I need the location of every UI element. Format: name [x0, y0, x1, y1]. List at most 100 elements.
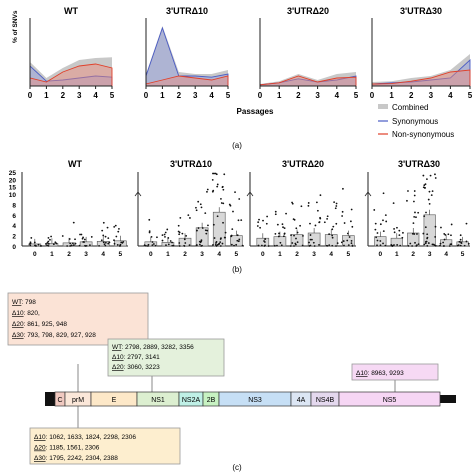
data-point	[235, 243, 238, 246]
data-point	[220, 202, 223, 204]
data-point	[413, 190, 416, 192]
data-point	[200, 239, 203, 242]
segment-label: E	[112, 397, 117, 404]
data-point	[341, 210, 344, 213]
data-point	[183, 244, 186, 247]
area-subplot-2: 3'UTRΔ20 0 1 2 3 4 5	[258, 6, 359, 100]
data-point	[187, 214, 190, 217]
x-tick-label: 0	[370, 91, 375, 100]
data-point	[296, 241, 299, 244]
data-point	[423, 243, 426, 246]
data-point	[106, 226, 109, 229]
data-point	[232, 210, 234, 213]
data-point	[433, 244, 436, 247]
data-point	[440, 226, 442, 229]
area-subplot-0: WT 0 1 2 3 4 5	[28, 6, 115, 100]
data-point	[424, 242, 427, 245]
data-point	[302, 234, 304, 237]
data-point	[80, 233, 83, 236]
data-point	[118, 227, 120, 230]
data-point	[204, 229, 207, 232]
b-x-tick-label: 2	[411, 251, 415, 258]
data-point	[236, 239, 239, 242]
x-tick-label: 2	[409, 91, 414, 100]
bar-subplot-2: 3'UTRΔ20 0 1 2 3 4 5	[246, 159, 356, 258]
data-point	[285, 212, 287, 215]
legend-synonymous-label: Synonymous	[392, 117, 438, 126]
area-subplot-3: 3'UTRΔ30 0 1 2 3 4 5	[370, 6, 473, 100]
data-point	[376, 239, 379, 242]
data-point	[307, 204, 310, 207]
data-point	[199, 241, 202, 244]
data-point	[348, 236, 351, 238]
data-point	[258, 218, 260, 221]
data-point	[282, 226, 284, 229]
data-point	[443, 238, 446, 241]
data-point	[263, 245, 266, 247]
data-point	[229, 204, 232, 207]
data-point	[197, 200, 200, 203]
data-point	[343, 244, 345, 247]
data-point	[108, 241, 111, 244]
panel-a-legend: Combined Synonymous Non-synonymous	[378, 103, 454, 139]
data-point	[428, 190, 431, 193]
data-point	[116, 243, 119, 246]
data-point	[259, 226, 261, 229]
bar-subplot-1: 3'UTRΔ10 0 1 2 3 4 5	[134, 159, 244, 258]
data-point	[316, 209, 319, 212]
b-y-tick-label: 4	[12, 223, 16, 230]
data-point	[107, 237, 110, 240]
data-point	[318, 221, 321, 223]
data-point	[266, 215, 269, 218]
data-point	[223, 236, 226, 239]
b-x-tick-label: 1	[395, 251, 399, 258]
b-x-tick-label: 0	[33, 251, 37, 258]
b-x-tick-label: 1	[50, 251, 54, 258]
data-point	[47, 240, 50, 243]
data-point	[189, 217, 191, 219]
data-point	[218, 242, 221, 245]
data-point	[166, 228, 169, 231]
data-point	[201, 227, 204, 229]
data-point	[183, 238, 186, 241]
data-point	[215, 173, 218, 176]
data-point	[424, 226, 427, 229]
data-point	[459, 234, 462, 237]
data-point	[425, 240, 427, 243]
legend-nonsynonymous-label: Non-synonymous	[392, 130, 454, 139]
data-point	[326, 217, 329, 220]
data-point	[82, 236, 84, 239]
b-x-tick-label: 5	[234, 251, 238, 258]
data-point	[422, 174, 425, 177]
data-point	[278, 232, 280, 235]
data-point	[276, 223, 279, 226]
data-point	[178, 245, 181, 247]
data-point	[74, 238, 76, 241]
data-point	[283, 233, 286, 235]
data-point	[104, 244, 107, 247]
box-prm-annotations	[7, 292, 149, 346]
data-point	[224, 231, 227, 234]
data-point	[331, 236, 334, 239]
legend-combined-swatch	[378, 104, 388, 109]
panel-a-ylabel: % of SNVs	[12, 10, 19, 43]
data-point	[376, 244, 378, 247]
b-y-tick-label: 0	[12, 244, 16, 251]
data-point	[342, 240, 345, 242]
data-point	[411, 245, 414, 247]
data-point	[396, 244, 399, 246]
data-point	[119, 243, 122, 246]
data-point	[465, 240, 468, 243]
data-point	[46, 244, 48, 247]
data-point	[197, 227, 200, 229]
data-point	[46, 241, 49, 244]
data-point	[342, 187, 344, 190]
data-point	[164, 231, 167, 234]
data-point	[289, 245, 292, 247]
data-point	[274, 210, 277, 213]
data-point	[222, 188, 225, 191]
segment-label: 4A	[297, 397, 306, 404]
data-point	[29, 241, 32, 244]
